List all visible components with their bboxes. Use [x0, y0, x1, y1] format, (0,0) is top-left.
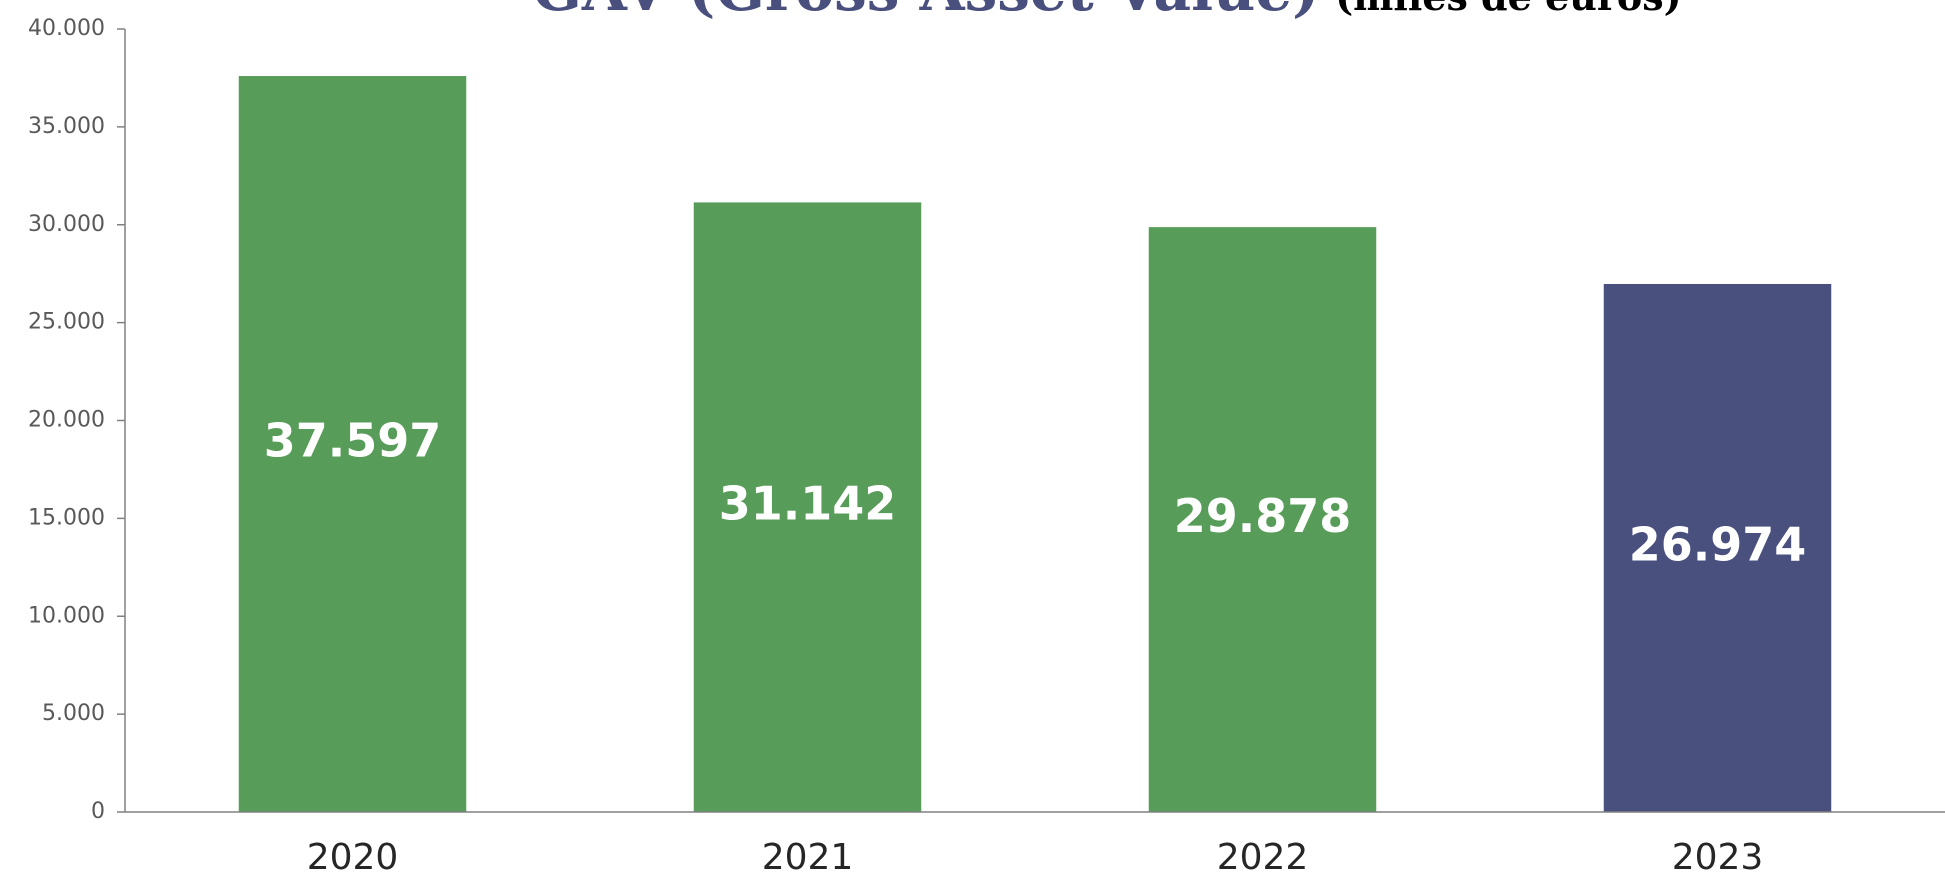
y-tick-label: 25.000	[28, 310, 105, 335]
y-tick-label: 15.000	[28, 505, 105, 530]
data-label: 37.597	[264, 414, 442, 468]
data-label: 29.878	[1174, 489, 1352, 543]
x-tick-label: 2021	[762, 837, 854, 878]
x-tick-label: 2022	[1217, 837, 1309, 878]
bar	[238, 76, 467, 813]
y-tick-label: 20.000	[28, 408, 105, 433]
bar	[1148, 227, 1377, 812]
bar	[693, 202, 922, 812]
chart-subtitle: (miles de euros)	[1335, 0, 1681, 19]
x-tick-label: 2023	[1672, 837, 1764, 878]
y-tick-label: 35.000	[28, 114, 105, 139]
bar	[1603, 283, 1832, 812]
y-tick-label: 0	[91, 799, 105, 824]
y-tick-label: 30.000	[28, 212, 105, 237]
x-tick-label: 2020	[307, 837, 399, 878]
data-label: 26.974	[1629, 517, 1807, 571]
chart-title-group: GAV (Gross Asset Value) (miles de euros)	[532, 0, 1681, 24]
y-tick-label: 10.000	[28, 603, 105, 628]
y-tick-label: 40.000	[28, 16, 105, 41]
chart-title: GAV (Gross Asset Value)	[532, 0, 1319, 24]
y-tick-label: 5.000	[42, 701, 105, 726]
data-label: 31.142	[719, 477, 897, 531]
